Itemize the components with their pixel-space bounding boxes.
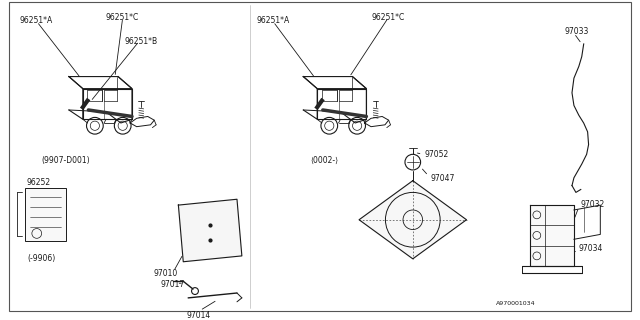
Text: 97032: 97032 xyxy=(580,200,605,209)
Text: 97034: 97034 xyxy=(579,244,603,253)
Text: 96252: 96252 xyxy=(27,178,51,187)
Text: 96251*A: 96251*A xyxy=(257,16,290,25)
Text: A970001034: A970001034 xyxy=(496,301,536,306)
Text: 96251*B: 96251*B xyxy=(125,37,158,46)
Text: 97052: 97052 xyxy=(424,150,449,159)
Polygon shape xyxy=(179,199,242,262)
Text: 97017: 97017 xyxy=(161,280,185,289)
Text: 96251*C: 96251*C xyxy=(105,13,138,22)
Text: ⟨0002-⟩: ⟨0002-⟩ xyxy=(310,156,339,165)
Polygon shape xyxy=(530,205,574,266)
Text: 96251*C: 96251*C xyxy=(372,13,405,22)
Text: 96251*A: 96251*A xyxy=(19,16,52,25)
Text: 97014: 97014 xyxy=(186,311,211,320)
Text: 97010: 97010 xyxy=(154,268,178,277)
Text: 97033: 97033 xyxy=(564,27,589,36)
Text: (9907-D001): (9907-D001) xyxy=(42,156,90,165)
Polygon shape xyxy=(359,181,467,259)
Text: (-9906): (-9906) xyxy=(27,254,55,263)
Text: 97047: 97047 xyxy=(430,174,455,183)
Bar xyxy=(25,188,66,241)
